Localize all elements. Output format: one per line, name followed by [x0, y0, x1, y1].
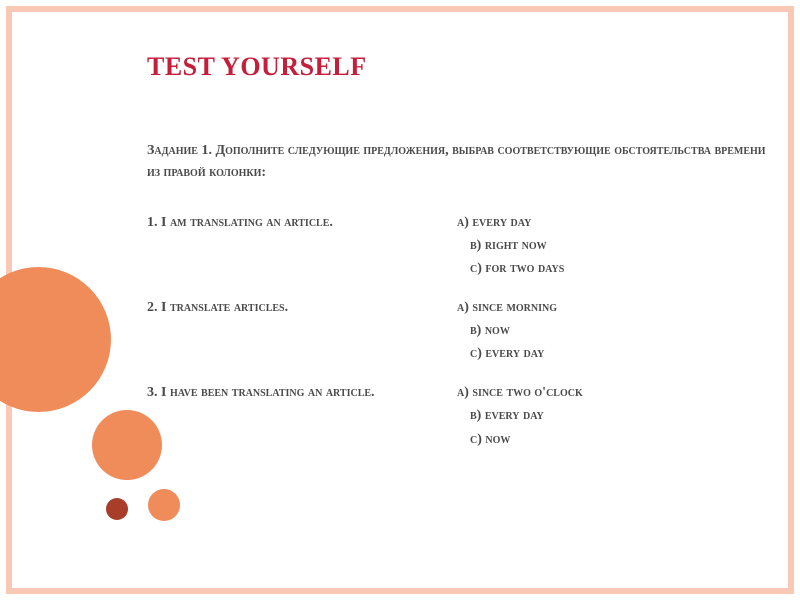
question-option-b: b) now: [147, 319, 767, 342]
question-option-c: c) now: [147, 428, 767, 451]
question-option-c: c) for two days: [147, 257, 767, 280]
slide-frame: TEST YOURSELF Задание 1. Дополните следу…: [6, 6, 794, 594]
question-option-a: a) since two o'clock: [457, 381, 583, 404]
decor-circle-dark: [106, 498, 128, 520]
question-option-c: c) every day: [147, 342, 767, 365]
question-option-b: b) every day: [147, 404, 767, 427]
slide-title: TEST YOURSELF: [147, 52, 767, 82]
decor-circle-small: [148, 489, 180, 521]
question-option-a: a) since morning: [457, 296, 557, 319]
content-area: TEST YOURSELF Задание 1. Дополните следу…: [147, 52, 767, 467]
question-1: 1. I am translating an article. a) every…: [147, 211, 767, 280]
question-prompt: 2. I translate articles.: [147, 296, 457, 319]
task-instruction: Задание 1. Дополните следующие предложен…: [147, 140, 767, 185]
question-3: 3. I have been translating an article. a…: [147, 381, 767, 450]
question-prompt: 3. I have been translating an article.: [147, 381, 457, 404]
question-2: 2. I translate articles. a) since mornin…: [147, 296, 767, 365]
question-option-a: a) every day: [457, 211, 531, 234]
question-option-b: b) right now: [147, 234, 767, 257]
decor-circle-large: [0, 267, 111, 412]
question-prompt: 1. I am translating an article.: [147, 211, 457, 234]
